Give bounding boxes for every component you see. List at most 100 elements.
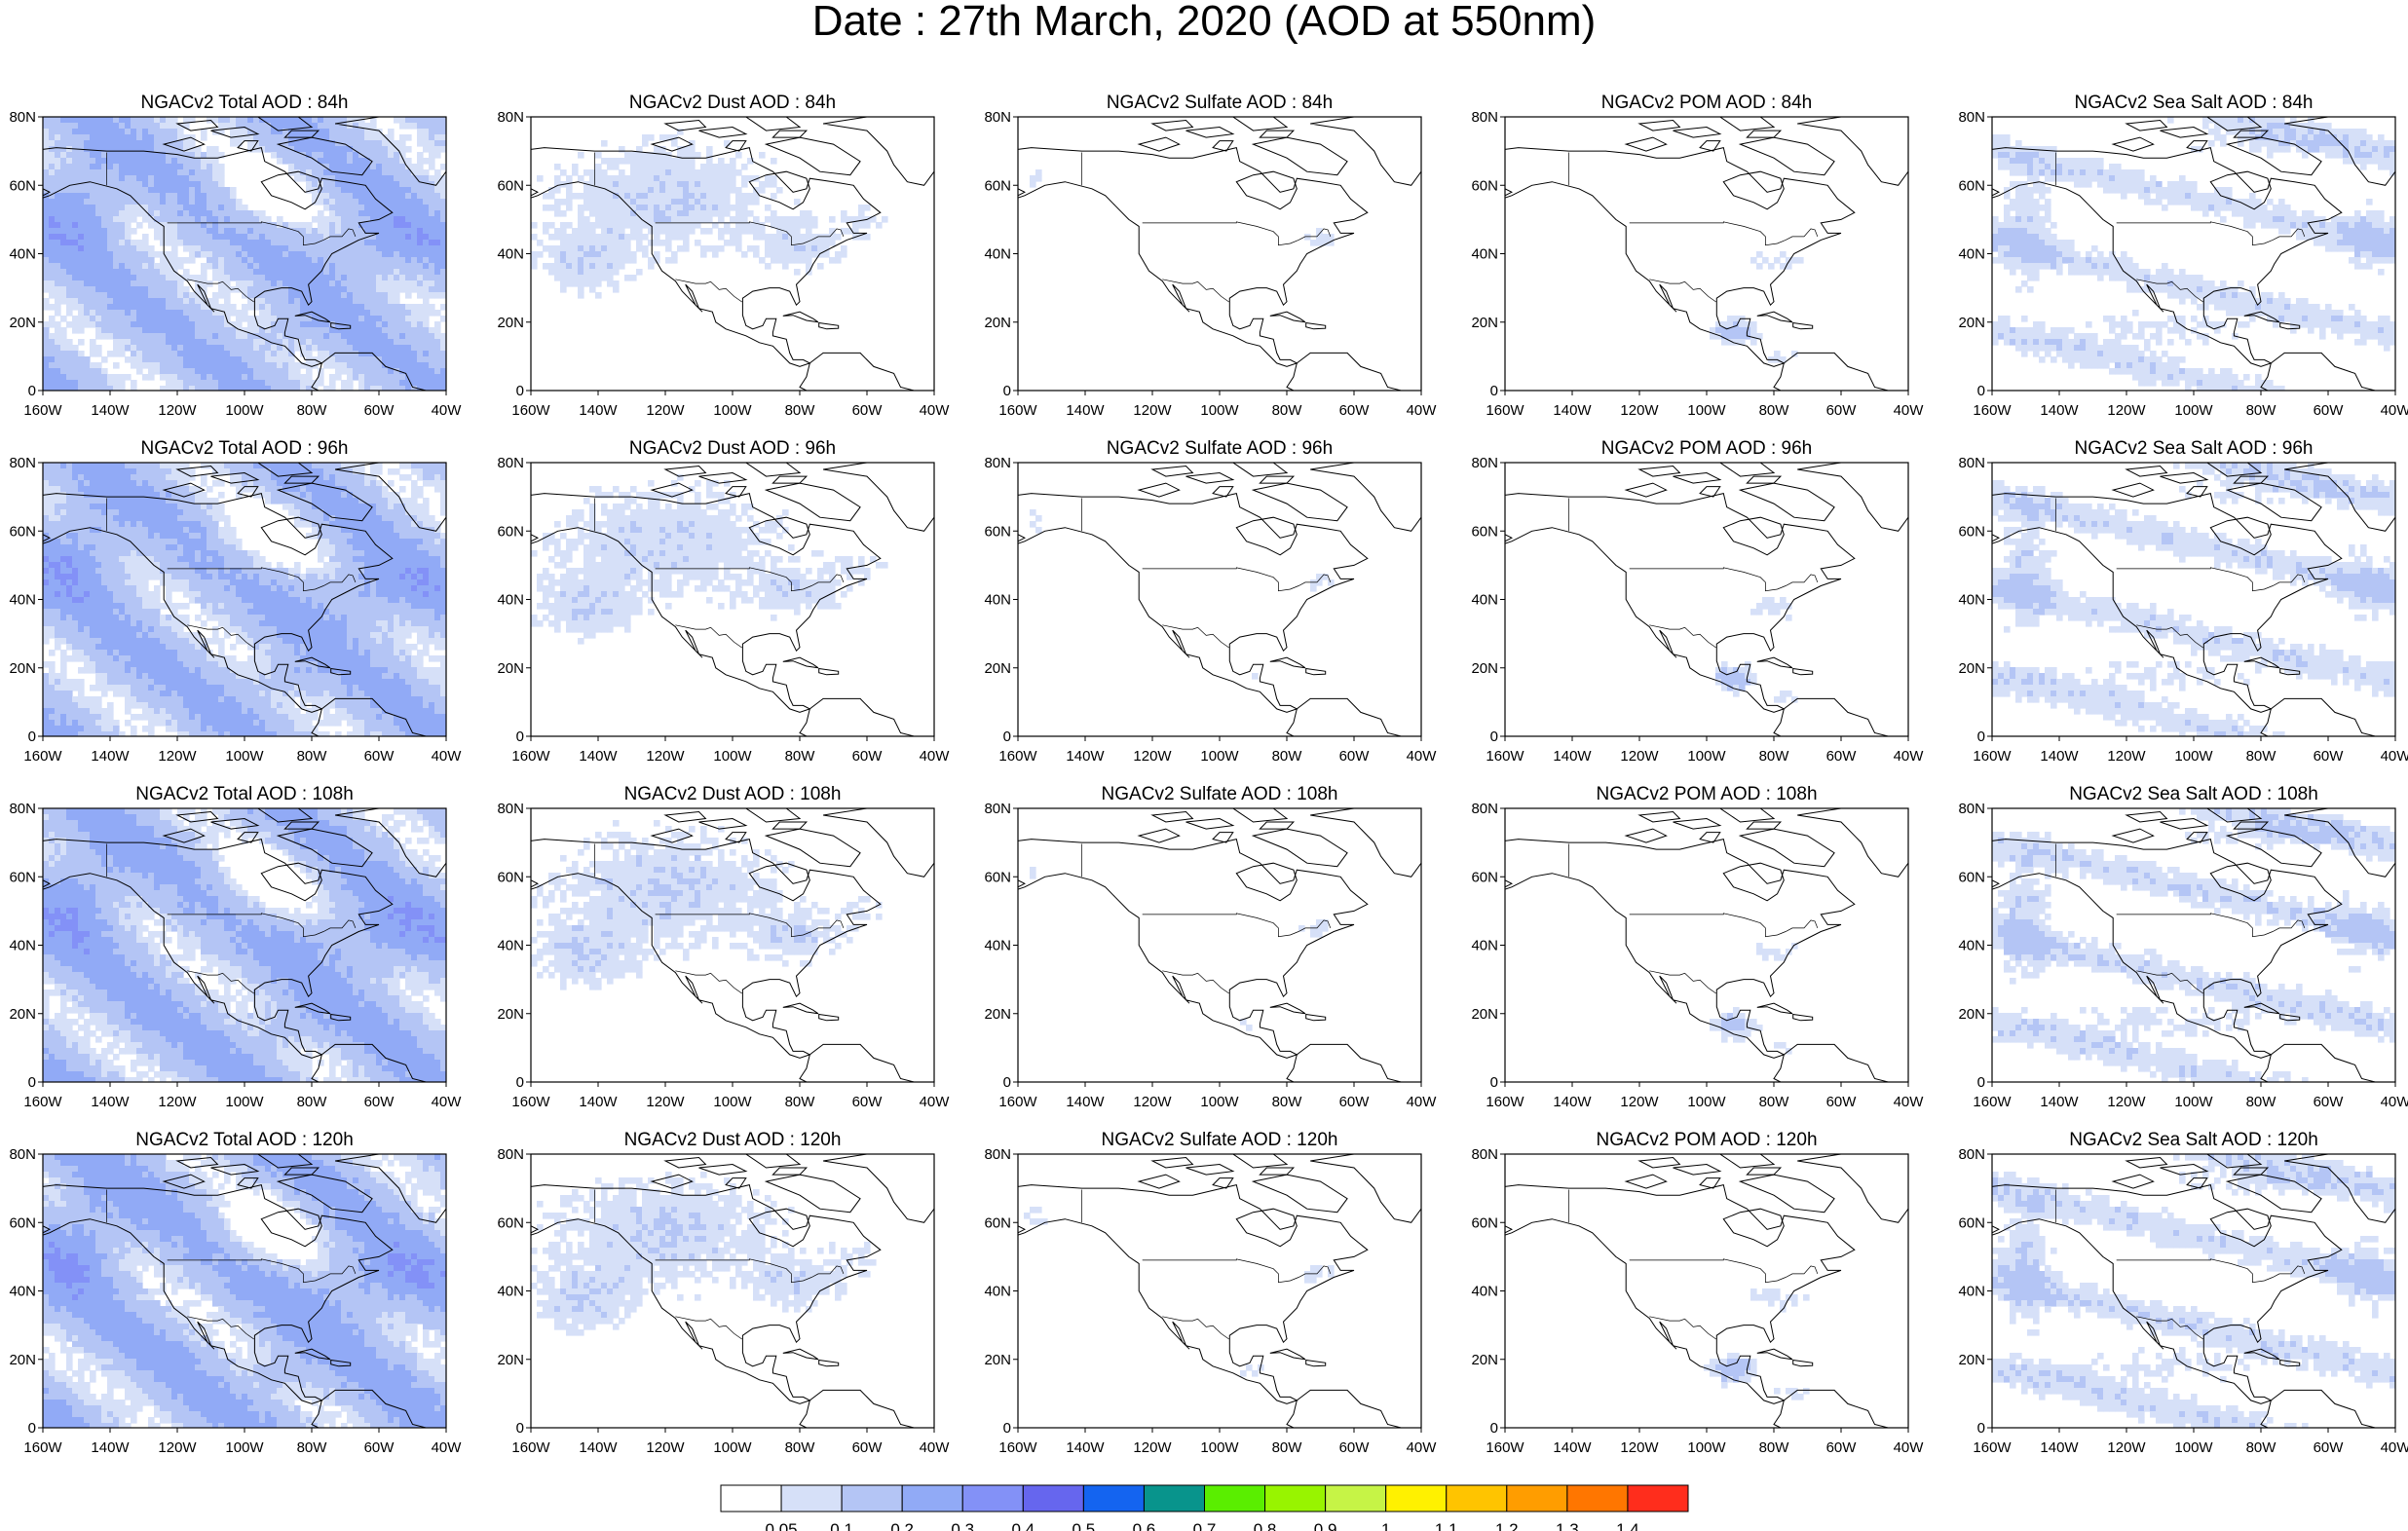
aod-cell xyxy=(2132,175,2139,182)
aod-cell xyxy=(718,187,725,194)
aod-cell xyxy=(201,292,207,299)
aod-cell xyxy=(2378,339,2385,346)
aod-cell xyxy=(277,117,283,124)
aod-cell xyxy=(358,304,365,311)
aod-cell xyxy=(207,193,213,200)
aod-cell xyxy=(2115,181,2122,188)
aod-cell xyxy=(2202,333,2209,340)
aod-cell xyxy=(440,216,446,223)
aod-cell xyxy=(613,234,620,241)
aod-cell xyxy=(271,140,278,147)
aod-cell xyxy=(253,117,260,124)
aod-cell xyxy=(195,199,202,205)
aod-cell xyxy=(595,193,602,200)
aod-cell xyxy=(218,251,225,258)
y-tick-label: 80N xyxy=(984,109,1011,126)
aod-cell xyxy=(2354,140,2361,147)
aod-cell xyxy=(160,321,167,328)
aod-cell xyxy=(2238,304,2244,311)
aod-cell xyxy=(131,275,137,281)
aod-cell xyxy=(2197,292,2203,299)
aod-cell xyxy=(2045,175,2051,182)
aod-cell xyxy=(212,327,219,334)
aod-cell xyxy=(683,193,690,200)
aod-cell xyxy=(312,129,319,135)
aod-cell xyxy=(636,164,643,170)
aod-cell xyxy=(1739,339,1746,346)
aod-cell xyxy=(388,134,395,141)
aod-cell xyxy=(247,286,254,293)
aod-cell xyxy=(2132,345,2139,352)
aod-cell xyxy=(166,257,172,264)
aod-cell xyxy=(148,187,155,194)
aod-cell xyxy=(358,234,365,241)
aod-cell xyxy=(125,251,132,258)
aod-cell xyxy=(142,193,149,200)
aod-cell xyxy=(142,134,149,141)
aod-cell xyxy=(642,175,649,182)
aod-cell xyxy=(224,368,231,375)
aod-cell xyxy=(2080,356,2087,363)
aod-cell xyxy=(312,286,319,293)
aod-cell xyxy=(195,386,202,391)
aod-cell xyxy=(201,310,207,317)
aod-cell xyxy=(195,304,202,311)
aod-cell xyxy=(370,374,377,381)
aod-cell xyxy=(394,193,400,200)
aod-cell xyxy=(394,362,400,369)
aod-cell xyxy=(207,362,213,369)
aod-cell xyxy=(306,380,313,387)
aod-cell xyxy=(417,216,424,223)
aod-cell xyxy=(306,228,313,235)
aod-cell xyxy=(2097,275,2104,281)
aod-cell xyxy=(434,380,441,387)
aod-cell xyxy=(364,275,371,281)
aod-cell xyxy=(288,345,295,352)
aod-cell xyxy=(2167,199,2174,205)
aod-cell xyxy=(619,210,625,217)
aod-cell xyxy=(78,356,85,363)
aod-cell xyxy=(399,193,406,200)
aod-cell xyxy=(2015,234,2022,241)
aod-cell xyxy=(399,269,406,276)
aod-cell xyxy=(277,286,283,293)
aod-cell xyxy=(2097,164,2104,170)
aod-cell xyxy=(125,257,132,264)
aod-cell xyxy=(2033,339,2040,346)
aod-cell xyxy=(2126,368,2133,375)
aod-cell xyxy=(712,210,719,217)
aod-cell xyxy=(405,321,412,328)
aod-cell xyxy=(341,304,348,311)
aod-cell xyxy=(665,210,672,217)
aod-cell xyxy=(364,205,371,211)
aod-cell xyxy=(347,286,354,293)
aod-cell xyxy=(2021,228,2028,235)
aod-cell xyxy=(2296,146,2303,153)
aod-cell xyxy=(78,117,85,124)
aod-cell xyxy=(171,117,178,124)
aod-cell xyxy=(677,146,684,153)
aod-cell xyxy=(119,321,126,328)
aod-cell xyxy=(2202,205,2209,211)
aod-cell xyxy=(335,134,342,141)
aod-cell xyxy=(2360,240,2367,246)
aod-cell xyxy=(66,269,73,276)
aod-cell xyxy=(2360,228,2367,235)
aod-cell xyxy=(2150,333,2157,340)
aod-cell xyxy=(329,310,336,317)
aod-cell xyxy=(160,158,167,165)
aod-cell xyxy=(2021,193,2028,200)
aod-cell xyxy=(642,140,649,147)
aod-cell xyxy=(2097,169,2104,176)
aod-cell xyxy=(2331,245,2338,252)
aod-cell xyxy=(440,123,446,130)
coastline xyxy=(1231,117,1289,131)
aod-cell xyxy=(583,193,590,200)
aod-cell xyxy=(2121,333,2127,340)
aod-cell xyxy=(329,152,336,159)
aod-cell xyxy=(323,240,330,246)
aod-cell xyxy=(230,140,237,147)
aod-cell xyxy=(201,368,207,375)
aod-cell xyxy=(131,316,137,322)
aod-cell xyxy=(160,327,167,334)
